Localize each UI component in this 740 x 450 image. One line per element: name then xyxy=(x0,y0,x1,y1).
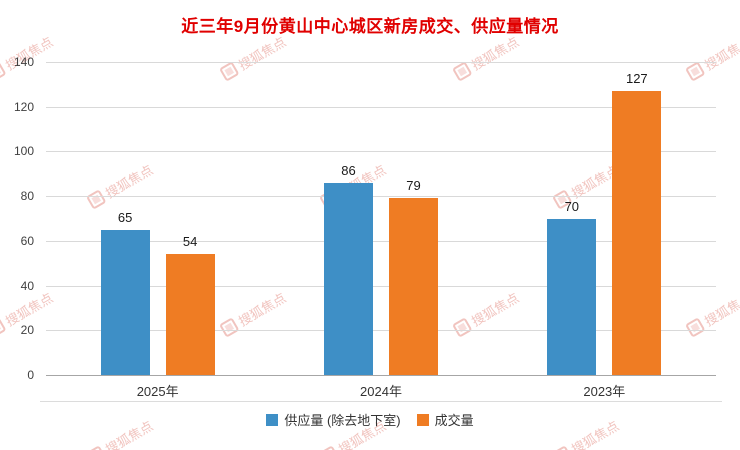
legend-label: 供应量 (除去地下室) xyxy=(284,413,401,428)
bar-column: 127 xyxy=(612,62,662,375)
y-tick-label: 0 xyxy=(27,368,34,382)
bar-2023年 xyxy=(612,91,662,375)
gridline xyxy=(46,285,716,287)
bar-2025年 xyxy=(165,254,215,375)
y-tick-label: 20 xyxy=(20,323,34,338)
bar-groups: 65 54 86 79 70 127 xyxy=(46,62,716,375)
bar-group-2025年: 65 54 xyxy=(46,62,269,375)
bar-column: 65 xyxy=(100,62,150,375)
y-tick-label: 140 xyxy=(13,55,34,69)
bar-column: 54 xyxy=(165,62,215,375)
x-axis-labels: 2025年 2024年 2023年 xyxy=(46,381,716,400)
y-tick-label: 60 xyxy=(20,233,34,248)
bar-column: 79 xyxy=(388,62,438,375)
value-label: 86 xyxy=(341,162,356,178)
y-axis: 0 20 40 60 80 100 120 140 xyxy=(0,55,40,382)
gridline xyxy=(46,240,716,242)
bar-group-2023年: 70 127 xyxy=(493,62,716,375)
value-label: 127 xyxy=(625,71,648,87)
bar-column: 86 xyxy=(323,62,373,375)
y-tick-label: 80 xyxy=(20,189,34,204)
y-tick-label: 40 xyxy=(20,278,34,293)
bar-2025年 xyxy=(100,229,150,375)
value-label: 70 xyxy=(564,198,580,214)
axis-baseline xyxy=(40,401,722,402)
legend: 供应量 (除去地下室) 成交量 xyxy=(0,410,740,429)
value-label: 54 xyxy=(182,234,198,250)
legend-swatch xyxy=(266,413,279,426)
gridline xyxy=(46,375,716,376)
gridline xyxy=(46,330,716,332)
value-label: 65 xyxy=(117,209,133,225)
value-label: 79 xyxy=(406,178,421,194)
legend-item: 成交量 xyxy=(416,410,474,429)
x-tick-label: 2023年 xyxy=(583,384,626,399)
legend-item: 供应量 (除去地下室) xyxy=(266,410,401,429)
plot-area: 65 54 86 79 70 127 xyxy=(46,62,716,376)
y-tick-label: 120 xyxy=(13,99,34,114)
gridline xyxy=(46,62,716,63)
y-tick-label: 100 xyxy=(13,144,34,159)
bar-2024年 xyxy=(388,198,438,375)
sohu-focus-logo-icon xyxy=(552,445,573,450)
gridline xyxy=(46,151,716,153)
sohu-focus-logo-icon xyxy=(319,445,340,450)
x-tick-label: 2025年 xyxy=(136,384,179,399)
sohu-focus-logo-icon xyxy=(86,445,107,450)
legend-label: 成交量 xyxy=(434,413,474,428)
x-tick-label: 2024年 xyxy=(360,384,402,399)
bar-2023年 xyxy=(547,218,597,375)
bar-2024年 xyxy=(323,182,373,375)
gridline xyxy=(46,106,716,108)
gridline xyxy=(46,196,716,198)
bar-column: 70 xyxy=(547,62,597,375)
chart-title: 近三年9月份黄山中心城区新房成交、供应量情况 xyxy=(181,17,559,36)
bar-group-2024年: 86 79 xyxy=(269,62,492,375)
legend-swatch xyxy=(416,413,429,426)
